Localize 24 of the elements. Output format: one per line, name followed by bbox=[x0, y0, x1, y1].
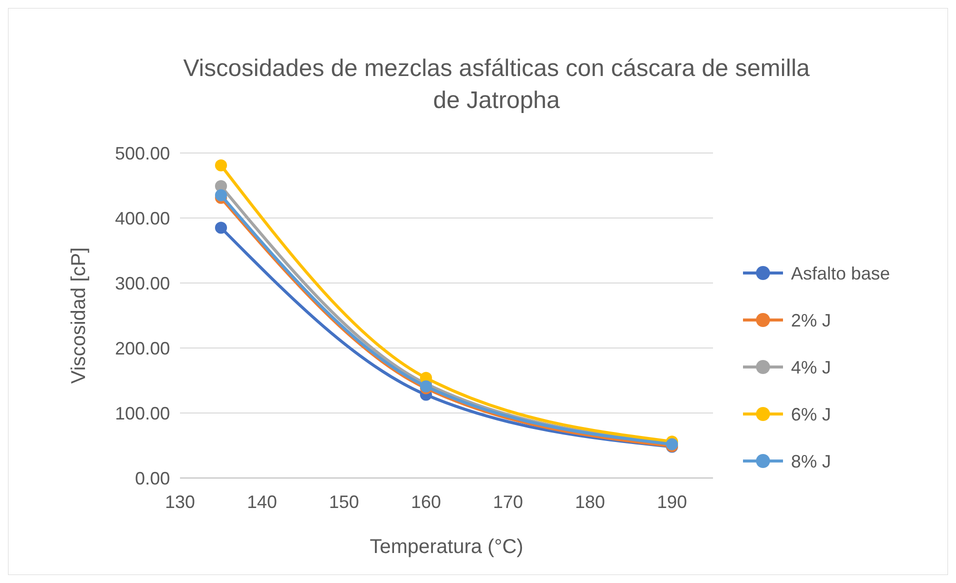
x-axis-title: Temperatura (°C) bbox=[370, 536, 524, 558]
y-tick-label: 300.00 bbox=[114, 273, 170, 294]
legend-label: 2% J bbox=[791, 310, 832, 330]
y-axis-title: Viscosidad [cP] bbox=[68, 247, 90, 384]
point bbox=[215, 159, 227, 172]
y-tick-label: 400.00 bbox=[114, 208, 170, 228]
legend-label: Asfalto base bbox=[791, 263, 890, 284]
chart-title: Viscosidades de mezclas asfálticas con cáscara de semilla de Jatropha bbox=[183, 55, 810, 114]
point bbox=[215, 189, 227, 202]
legend-label: 8% J bbox=[791, 451, 832, 472]
x-tick-label: 170 bbox=[492, 492, 524, 512]
y-tick-label: 500.00 bbox=[114, 143, 170, 164]
x-tick-label: 150 bbox=[328, 492, 360, 512]
x-tick-label: 180 bbox=[574, 492, 606, 512]
x-tick-label: 190 bbox=[656, 492, 688, 512]
point bbox=[215, 222, 227, 234]
x-tick-label: 160 bbox=[410, 492, 442, 512]
legend-label: 4% J bbox=[791, 357, 832, 378]
legend-label: 6% J bbox=[791, 404, 832, 424]
x-tick-label: 140 bbox=[246, 492, 278, 512]
y-tick-label: 100.00 bbox=[114, 403, 170, 424]
y-tick-label: 200.00 bbox=[114, 338, 170, 358]
x-tick-label: 130 bbox=[164, 492, 196, 512]
y-tick-label: 0.00 bbox=[134, 468, 170, 488]
